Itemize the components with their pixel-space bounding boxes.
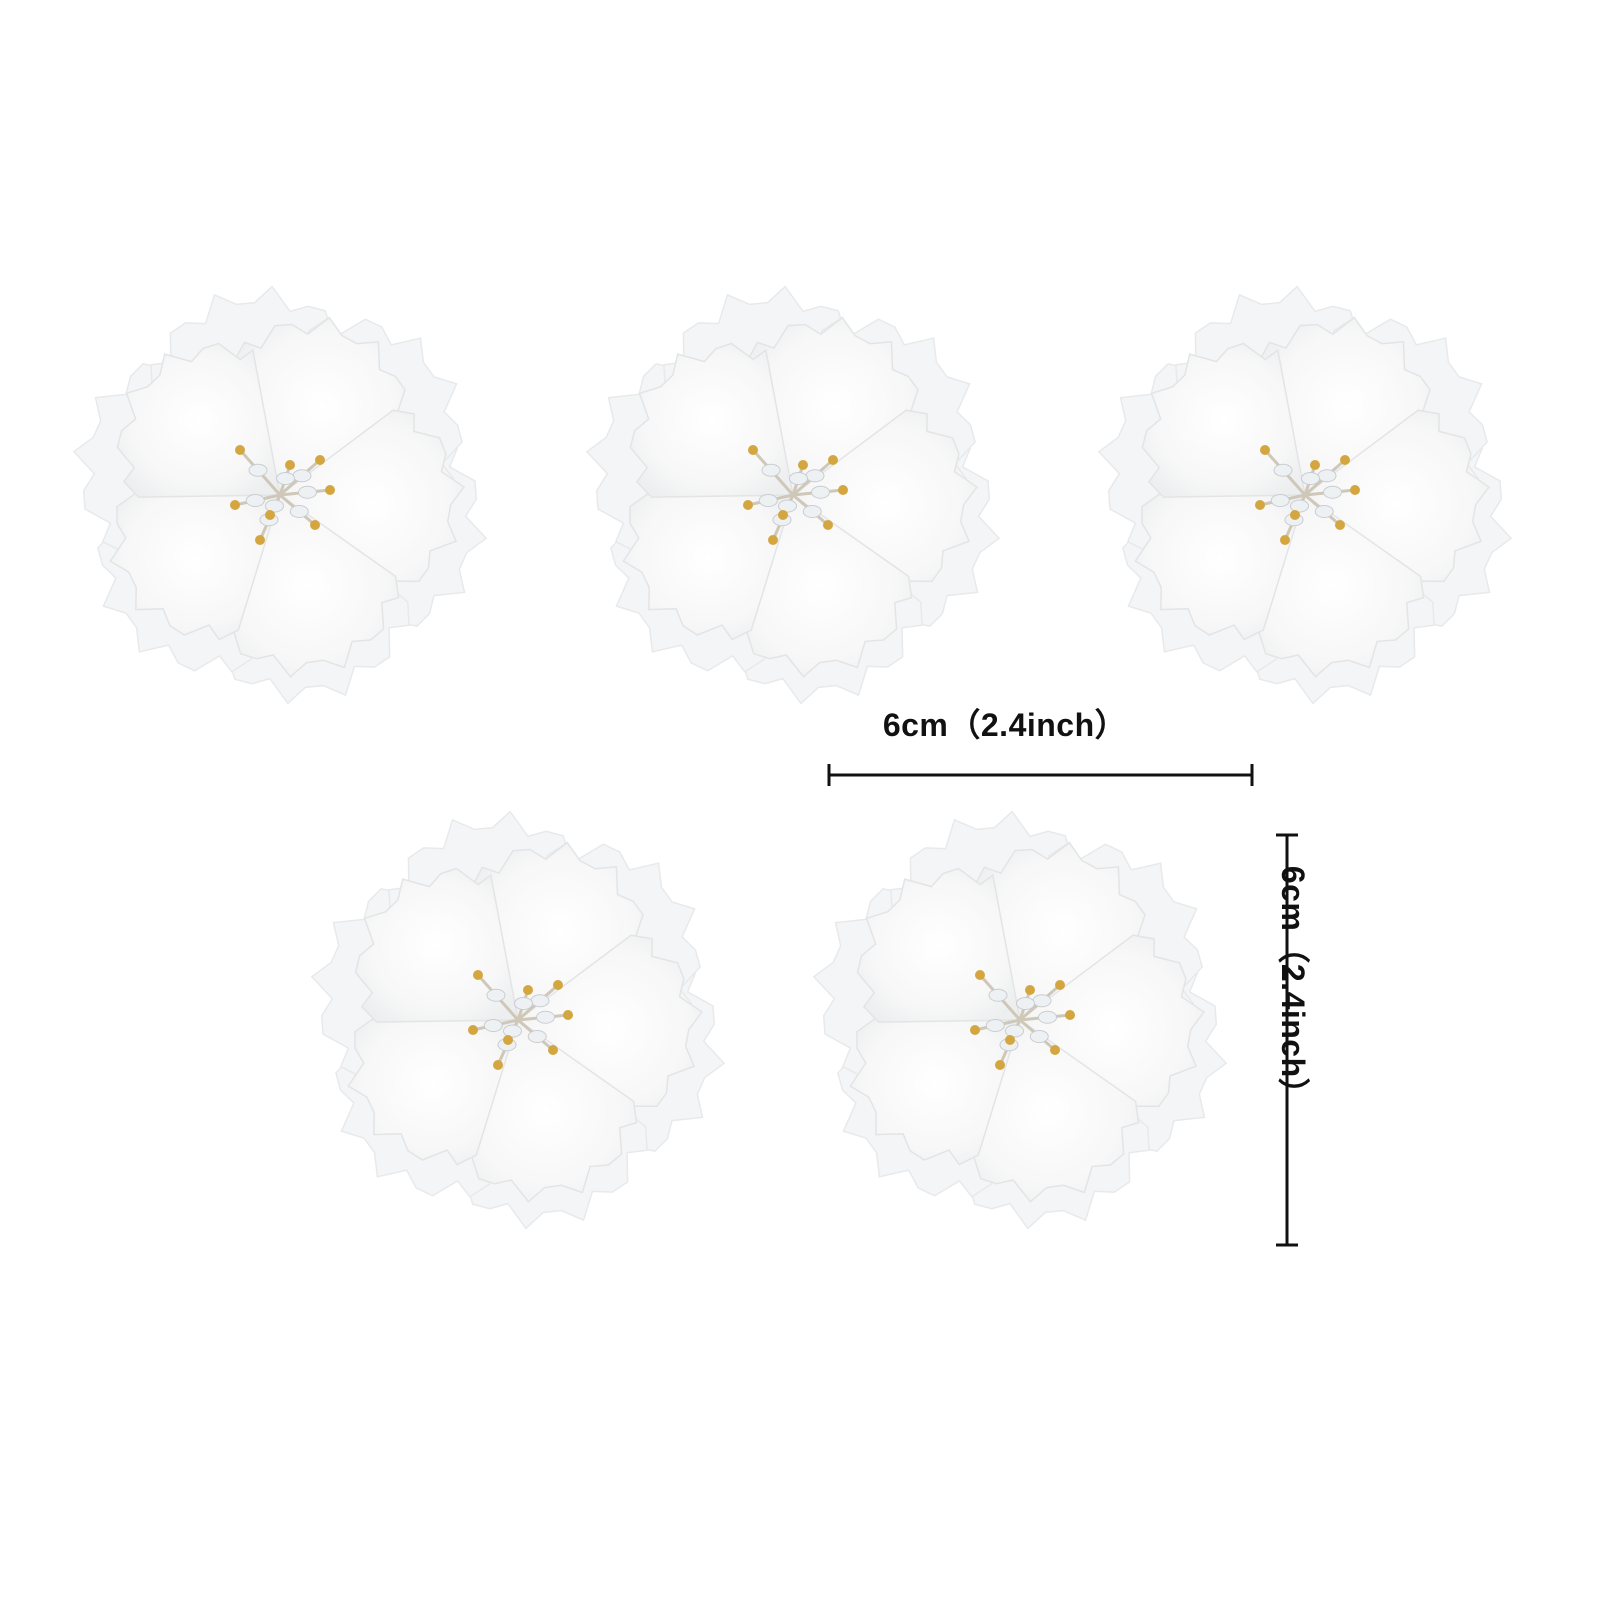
width-dimension-line bbox=[827, 764, 1254, 786]
flower-5-graphic bbox=[812, 810, 1228, 1230]
flower-brooch-3 bbox=[1095, 285, 1515, 705]
front-petals bbox=[109, 316, 466, 678]
crystal-center bbox=[1255, 445, 1360, 545]
flower-brooch-4 bbox=[308, 810, 728, 1230]
flower-brooch-1 bbox=[70, 285, 490, 705]
crystal-center bbox=[468, 970, 573, 1070]
flower-brooch-5 bbox=[810, 810, 1230, 1230]
height-dimension-label: 6cm（2.4inch） bbox=[1275, 865, 1311, 1111]
flower-2-graphic bbox=[585, 285, 1001, 705]
crystal-center bbox=[230, 445, 335, 545]
crystal-center bbox=[970, 970, 1075, 1070]
flower-4-graphic bbox=[310, 810, 726, 1230]
front-petals bbox=[622, 316, 979, 678]
flower-brooch-2 bbox=[583, 285, 1003, 705]
flower-3-graphic bbox=[1097, 285, 1513, 705]
crystal-center bbox=[743, 445, 848, 545]
flower-1-graphic bbox=[72, 285, 488, 705]
front-petals bbox=[1134, 316, 1491, 678]
width-dimension-label: 6cm（2.4inch） bbox=[882, 707, 1128, 743]
